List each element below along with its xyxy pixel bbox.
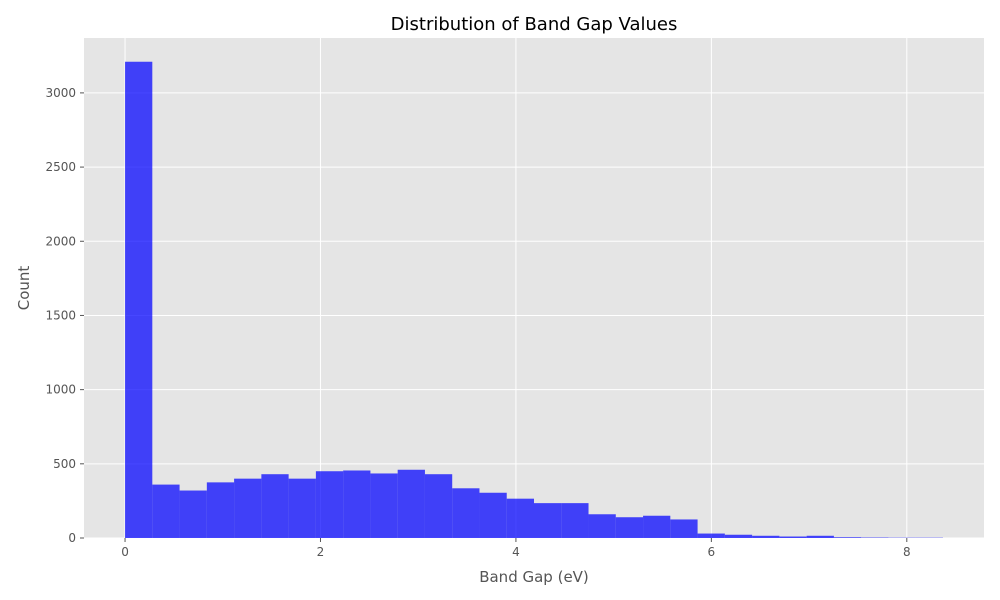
histogram-bar xyxy=(724,534,753,538)
histogram-bar xyxy=(697,533,725,538)
histogram-bar xyxy=(670,519,698,538)
plot-area xyxy=(84,38,984,538)
x-tick-label: 6 xyxy=(708,545,716,559)
x-axis-label: Band Gap (eV) xyxy=(479,568,589,586)
histogram-bar xyxy=(506,498,534,538)
y-tick-label: 2500 xyxy=(45,160,76,174)
y-axis-ticks: 0 500 1000 1500 2000 2500 3000 xyxy=(45,86,84,545)
histogram-bar xyxy=(779,536,807,538)
histogram-bar xyxy=(206,482,235,538)
histogram-bar xyxy=(125,61,153,539)
histogram-bar xyxy=(561,503,589,538)
histogram-bar xyxy=(370,473,398,538)
histogram-bar xyxy=(315,471,344,538)
y-tick-label: 2000 xyxy=(45,234,76,248)
histogram-bar xyxy=(643,515,671,538)
y-tick-label: 3000 xyxy=(45,86,76,100)
x-axis-ticks: 0 2 4 6 8 xyxy=(121,538,911,559)
x-tick-label: 4 xyxy=(512,545,520,559)
histogram-bar xyxy=(234,478,262,538)
histogram-bar xyxy=(615,517,644,538)
histogram-bar xyxy=(261,474,289,538)
y-tick-label: 1500 xyxy=(45,308,76,322)
y-tick-label: 0 xyxy=(68,531,76,545)
x-tick-label: 0 xyxy=(121,545,129,559)
x-tick-label: 8 xyxy=(903,545,911,559)
y-axis-label: Count xyxy=(15,266,33,311)
histogram-bar xyxy=(397,469,425,538)
histogram-bar xyxy=(833,537,862,538)
histogram-bar xyxy=(179,490,207,538)
chart-title: Distribution of Band Gap Values xyxy=(391,14,678,35)
histogram-bar xyxy=(806,535,834,538)
histogram-bar xyxy=(343,470,371,538)
histogram-bar xyxy=(152,484,180,538)
histogram-bar xyxy=(424,474,453,538)
y-tick-label: 1000 xyxy=(45,383,76,397)
histogram-bar xyxy=(479,492,507,538)
x-tick-label: 2 xyxy=(317,545,325,559)
histogram-bar xyxy=(534,503,562,538)
y-tick-label: 500 xyxy=(53,457,76,471)
bars xyxy=(125,61,943,539)
histogram-bar xyxy=(752,535,780,538)
histogram-bar xyxy=(588,514,616,538)
histogram-bar xyxy=(452,488,480,538)
histogram-bar xyxy=(288,478,316,538)
